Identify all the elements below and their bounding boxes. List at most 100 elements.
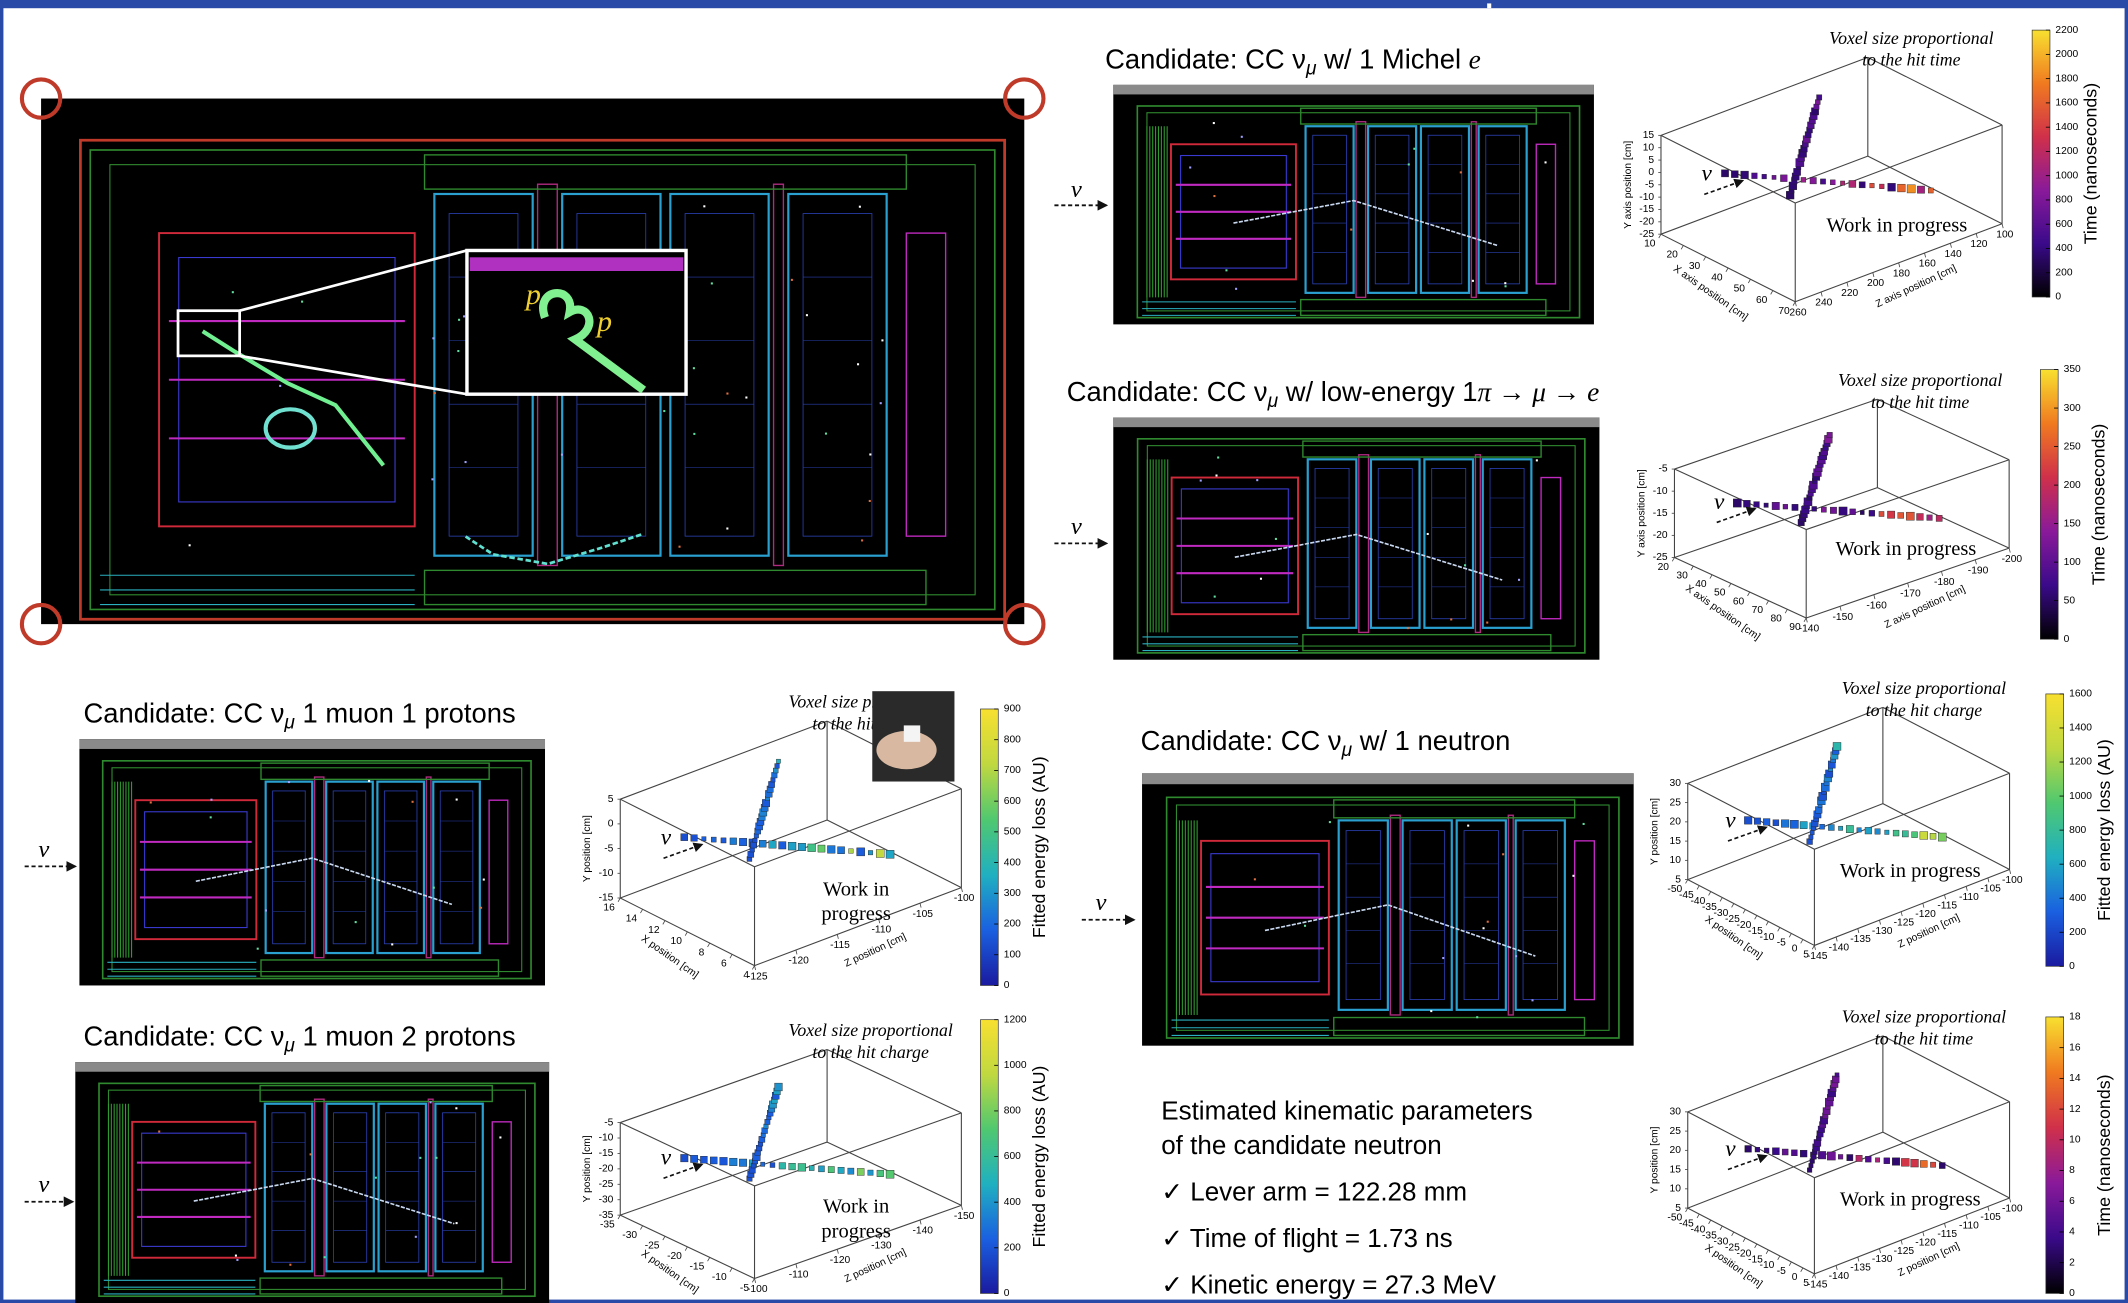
- nu-label: ν: [38, 836, 49, 863]
- nu-label: ν: [1725, 807, 1736, 833]
- voxel: [730, 1158, 738, 1166]
- hit: [703, 205, 705, 207]
- voxel: [1827, 432, 1832, 437]
- voxel: [849, 849, 854, 854]
- colorbar-tick-label: 100: [2064, 557, 2081, 568]
- colorbar-tick-label: 300: [2064, 403, 2081, 414]
- colorbar-label: Time (nanoseconds): [2089, 424, 2109, 585]
- colorbar-tick-label: 600: [1004, 796, 1021, 807]
- voxel: [1754, 818, 1760, 824]
- tick-label: 20: [1658, 562, 1670, 573]
- axis-label: Y position [cm]: [1650, 798, 1661, 865]
- title-part: w/ low-energy 1: [1278, 376, 1477, 407]
- colorbar-label: Fitted energy loss (AU): [1029, 1066, 1049, 1248]
- event-display: [1113, 85, 1594, 325]
- hit: [1408, 163, 1410, 165]
- voxel: [1743, 500, 1750, 507]
- voxel: [1835, 1073, 1839, 1077]
- watermark: Work in progress: [1840, 1189, 1981, 1211]
- colorbar-tick-label: 800: [1004, 1106, 1021, 1117]
- tick-label: -15: [689, 1262, 704, 1273]
- hit: [257, 948, 259, 950]
- hit: [857, 363, 859, 365]
- colorbar-tick-label: 1200: [2055, 146, 2078, 157]
- tick-label: 200: [1867, 278, 1884, 289]
- watermark: Work in progress: [1840, 860, 1981, 882]
- voxel: [857, 848, 865, 856]
- hit: [1200, 480, 1202, 482]
- plot-note: to the hit time: [1871, 392, 1969, 412]
- voxel: [1820, 824, 1825, 829]
- voxel: [798, 1164, 806, 1172]
- voxel: [1827, 1152, 1835, 1160]
- voxel: [1879, 511, 1884, 516]
- tick-label: -30: [599, 1194, 614, 1205]
- hit: [1275, 538, 1277, 540]
- voxel: [1856, 1155, 1862, 1161]
- axis-label: Y axis position [cm]: [1636, 469, 1647, 557]
- axis-label: Y position [cm]: [582, 1135, 593, 1202]
- voxel: [773, 768, 778, 773]
- hit: [1505, 285, 1507, 287]
- voxel: [1755, 1147, 1760, 1152]
- voxel: [1838, 1154, 1843, 1159]
- tick-label: -120: [1915, 1237, 1936, 1248]
- voxel: [1809, 1163, 1813, 1167]
- hit: [1260, 578, 1262, 580]
- plot-note: to the hit time: [1875, 1028, 1973, 1048]
- hit: [431, 478, 433, 480]
- tick-label: 50: [1714, 588, 1726, 599]
- hit: [480, 907, 482, 909]
- voxel: [1744, 817, 1752, 825]
- tick-label: 30: [1669, 778, 1681, 789]
- tick-label: -20: [1653, 530, 1668, 541]
- colorbar-tick-label: 12: [2069, 1104, 2081, 1115]
- zoom-inset: [467, 250, 686, 394]
- watermark: Work in: [823, 878, 889, 900]
- voxel: [1938, 833, 1946, 841]
- watermark: progress: [821, 1220, 891, 1242]
- title-part: w/ 1 neutron: [1352, 725, 1510, 756]
- colorbar-tick-label: 0: [1004, 1288, 1010, 1299]
- voxel: [1731, 171, 1738, 178]
- tick-label: -50: [1667, 1212, 1682, 1223]
- voxel: [779, 1163, 785, 1169]
- voxel: [776, 759, 780, 763]
- voxel: [848, 1168, 854, 1174]
- run-info-bar: [1113, 85, 1594, 95]
- colorbar-tick-label: 250: [2064, 441, 2081, 452]
- tick-label: -100: [747, 1284, 768, 1295]
- voxel: [1857, 828, 1861, 832]
- colorbar-tick-label: 1200: [1004, 1014, 1027, 1025]
- voxel: [1839, 507, 1847, 515]
- hit: [1254, 878, 1256, 880]
- tick-label: -10: [1639, 192, 1654, 203]
- voxel: [775, 1083, 783, 1091]
- hit: [210, 816, 212, 818]
- voxel: [1930, 1162, 1935, 1167]
- voxel: [1930, 833, 1936, 839]
- voxel: [1790, 820, 1798, 828]
- hit: [483, 879, 485, 881]
- tick-label: 16: [603, 902, 615, 913]
- hit: [1189, 166, 1191, 168]
- colorbar-tick-label: 100: [1004, 949, 1021, 960]
- panel-title: Candidate: CC νμ w/ 1 neutron: [1141, 725, 1511, 761]
- tick-label: -110: [789, 1270, 809, 1281]
- hit: [355, 921, 357, 923]
- colorbar-tick-label: 200: [2069, 927, 2086, 938]
- nu-label: ν: [1725, 1136, 1736, 1162]
- tick-label: -145: [1807, 951, 1828, 962]
- voxel: [1764, 503, 1768, 507]
- colorbar-tick-label: 14: [2069, 1073, 2081, 1084]
- title-part: e: [1469, 44, 1481, 74]
- hit: [412, 801, 414, 803]
- voxel: [1860, 510, 1864, 514]
- voxel: [753, 838, 757, 842]
- hit: [1214, 596, 1216, 598]
- voxel: [739, 838, 746, 845]
- voxel: [1887, 511, 1894, 518]
- title-part: Candidate: CC ν: [1067, 376, 1268, 407]
- tick-label: -105: [1980, 884, 2001, 895]
- hit: [1427, 533, 1429, 535]
